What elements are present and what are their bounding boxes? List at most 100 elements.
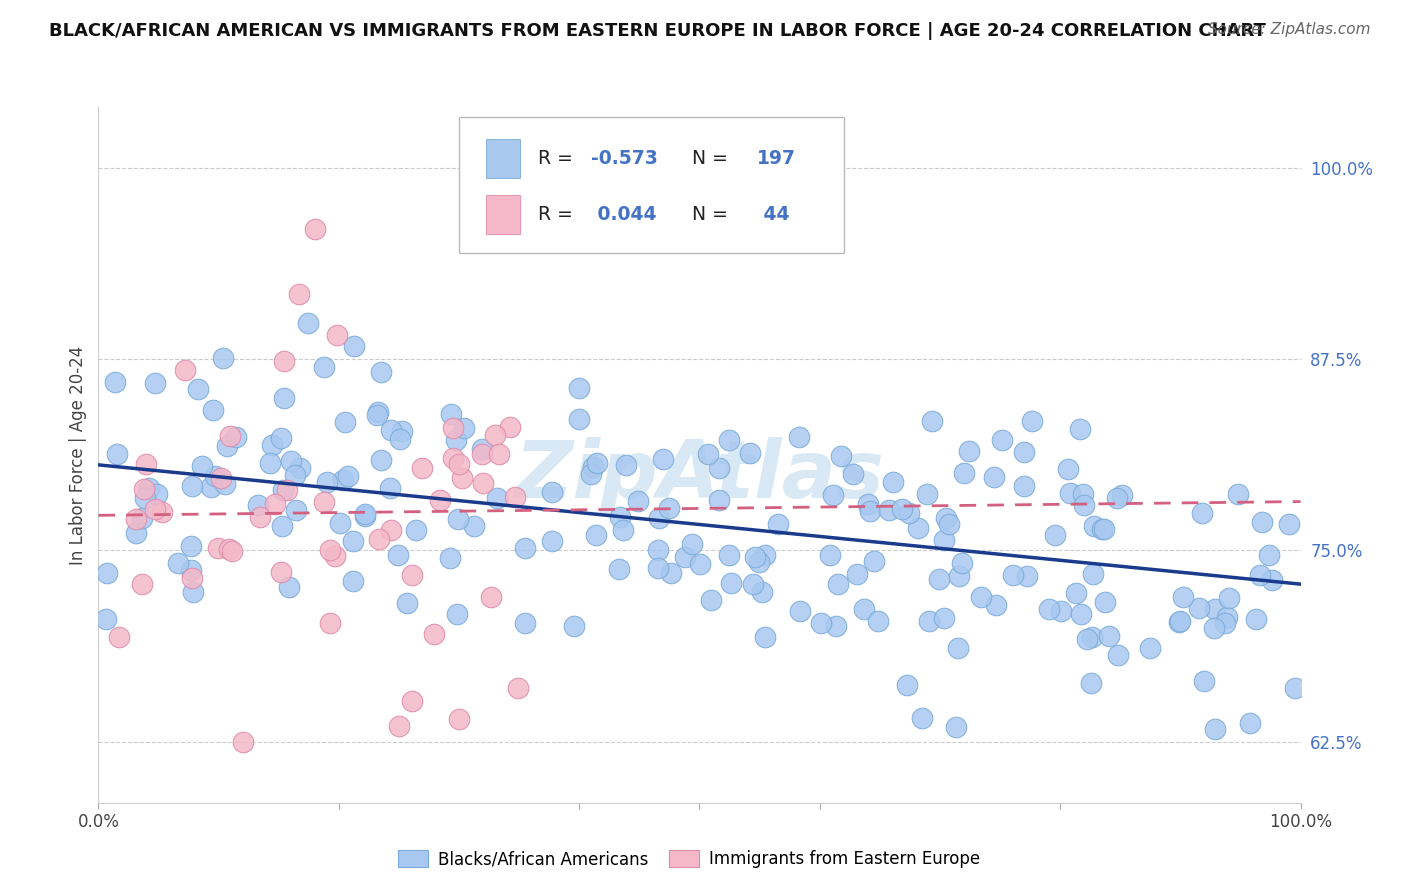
Point — [1278, 517, 1301, 532]
Text: 0.044: 0.044 — [591, 205, 657, 224]
Point — [582, 459, 605, 474]
Point — [568, 412, 591, 426]
Point — [607, 561, 630, 575]
Point — [907, 520, 929, 534]
Point — [1021, 414, 1043, 428]
Point — [232, 734, 254, 748]
Point — [366, 409, 388, 423]
Point — [312, 360, 335, 375]
Point — [983, 469, 1005, 483]
Point — [215, 439, 238, 453]
Point — [1071, 486, 1094, 500]
Point — [917, 487, 939, 501]
Point — [541, 534, 564, 549]
Point — [738, 445, 761, 459]
Point — [204, 468, 226, 483]
Point — [200, 479, 222, 493]
Text: R =: R = — [538, 149, 579, 168]
Point — [187, 382, 209, 396]
Point — [506, 681, 529, 696]
Point — [648, 510, 671, 524]
Y-axis label: In Labor Force | Age 20-24: In Labor Force | Age 20-24 — [69, 345, 87, 565]
Point — [754, 631, 776, 645]
Point — [1076, 632, 1098, 646]
Point — [270, 431, 292, 445]
Point — [1192, 673, 1215, 688]
Point — [278, 580, 301, 594]
Point — [138, 481, 160, 495]
Point — [135, 457, 157, 471]
Point — [387, 548, 409, 562]
Point — [990, 433, 1012, 447]
Point — [447, 512, 470, 526]
Point — [304, 222, 326, 236]
Point — [950, 556, 973, 570]
Point — [260, 438, 283, 452]
Point — [125, 525, 148, 540]
Point — [1111, 488, 1133, 502]
Point — [661, 566, 683, 581]
Point — [1216, 610, 1239, 624]
Point — [957, 444, 980, 458]
Point — [342, 533, 364, 548]
Point — [818, 548, 841, 562]
Point — [470, 447, 492, 461]
Point — [297, 316, 319, 330]
Point — [1094, 595, 1116, 609]
Point — [444, 434, 467, 448]
Point — [315, 475, 337, 490]
Point — [146, 487, 169, 501]
Point — [1017, 569, 1039, 583]
Point — [825, 619, 848, 633]
Point — [718, 433, 741, 447]
Point — [104, 375, 127, 389]
Point — [225, 430, 247, 444]
Point — [1105, 491, 1128, 505]
Point — [273, 354, 295, 368]
Point — [451, 471, 474, 485]
Point — [280, 453, 302, 467]
Point — [1073, 498, 1095, 512]
Point — [180, 539, 202, 553]
Point — [658, 501, 681, 516]
Point — [288, 286, 311, 301]
Point — [614, 458, 637, 472]
Point — [401, 568, 423, 582]
Point — [748, 555, 770, 569]
Point — [209, 471, 232, 485]
Point — [401, 694, 423, 708]
Point — [1226, 487, 1249, 501]
Point — [329, 516, 352, 530]
Point — [463, 518, 485, 533]
Point — [1170, 614, 1192, 628]
Point — [842, 467, 865, 482]
Point — [689, 557, 711, 571]
Point — [273, 391, 295, 405]
Point — [586, 456, 609, 470]
Point — [1070, 607, 1092, 621]
Point — [323, 549, 346, 563]
Point — [276, 483, 298, 498]
Point — [211, 351, 233, 366]
Point — [1258, 549, 1281, 563]
Text: 44: 44 — [756, 205, 789, 224]
Point — [1069, 422, 1091, 436]
Text: R =: R = — [538, 205, 579, 224]
Point — [1167, 615, 1189, 630]
Point — [513, 541, 536, 556]
FancyBboxPatch shape — [485, 139, 520, 178]
Point — [1012, 479, 1035, 493]
Point — [131, 510, 153, 524]
Point — [411, 460, 433, 475]
Point — [405, 523, 427, 537]
Point — [312, 495, 335, 509]
Point — [221, 543, 243, 558]
Point — [249, 510, 271, 524]
Point — [201, 403, 224, 417]
Point — [1251, 516, 1274, 530]
Point — [932, 533, 955, 547]
Point — [370, 366, 392, 380]
Point — [866, 614, 889, 628]
Point — [471, 442, 494, 456]
Point — [845, 566, 868, 581]
